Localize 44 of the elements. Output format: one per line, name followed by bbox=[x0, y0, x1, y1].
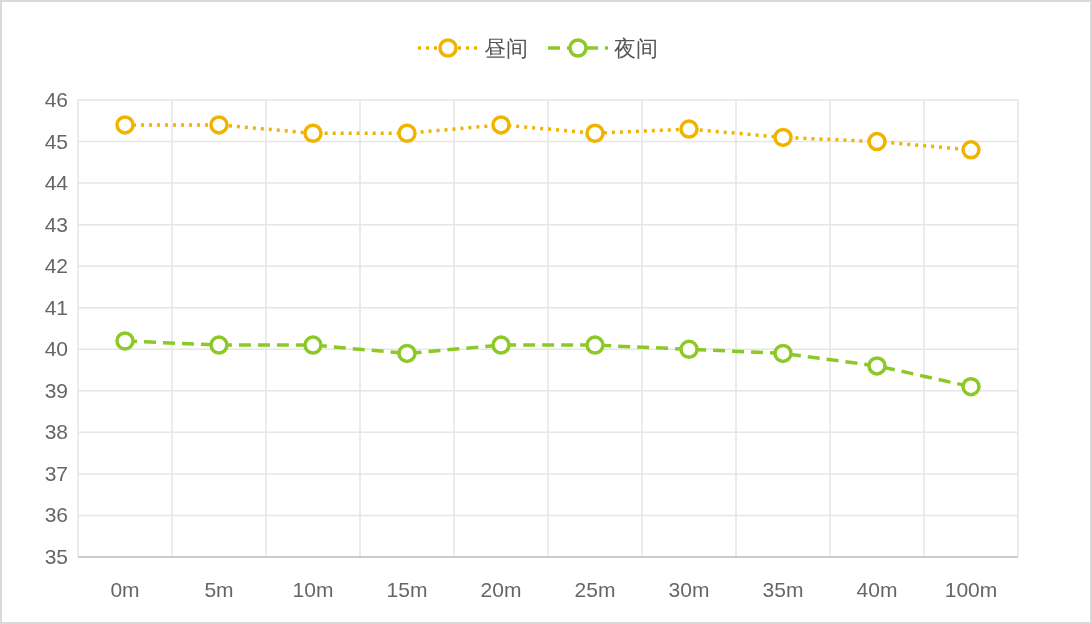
legend-label: 昼间 bbox=[484, 36, 528, 61]
x-tick-label: 25m bbox=[574, 578, 616, 601]
x-tick-label: 20m bbox=[480, 578, 522, 601]
point bbox=[585, 335, 605, 355]
point bbox=[209, 115, 229, 135]
point bbox=[961, 140, 981, 160]
y-tick-label: 40 bbox=[44, 337, 68, 361]
y-tick-label: 39 bbox=[44, 378, 68, 402]
point bbox=[397, 343, 417, 364]
point bbox=[867, 131, 887, 152]
point bbox=[961, 376, 981, 397]
legend-label: 夜间 bbox=[614, 36, 658, 61]
point bbox=[585, 123, 605, 143]
y-tick-label: 41 bbox=[44, 295, 68, 319]
y-tick-label: 42 bbox=[44, 254, 68, 278]
x-tick-label: 15m bbox=[386, 578, 428, 601]
point bbox=[115, 115, 135, 135]
x-tick-label: 10m bbox=[292, 578, 334, 601]
y-tick-label: 46 bbox=[44, 88, 68, 111]
point bbox=[303, 123, 323, 143]
x-tick-label: 0m bbox=[110, 578, 140, 601]
y-tick-label: 36 bbox=[44, 503, 68, 527]
point bbox=[867, 356, 887, 376]
y-tick-label: 35 bbox=[44, 545, 68, 568]
point bbox=[115, 331, 135, 351]
point bbox=[491, 115, 511, 135]
x-tick-label: 100m bbox=[944, 578, 998, 601]
y-tick-label: 45 bbox=[44, 129, 68, 153]
point bbox=[209, 335, 229, 355]
point bbox=[491, 335, 511, 355]
point bbox=[397, 123, 417, 143]
x-tick-label: 40m bbox=[856, 578, 898, 601]
point bbox=[679, 119, 699, 139]
x-tick-label: 35m bbox=[762, 578, 804, 601]
y-tick-label: 43 bbox=[44, 212, 68, 236]
y-tick-label: 37 bbox=[44, 461, 68, 485]
x-tick-label: 5m bbox=[204, 578, 234, 601]
y-tick-label: 38 bbox=[44, 420, 68, 444]
point bbox=[303, 335, 323, 355]
point bbox=[679, 339, 699, 360]
x-tick-label: 30m bbox=[668, 578, 710, 601]
y-tick-label: 44 bbox=[44, 171, 69, 195]
point bbox=[773, 127, 793, 148]
point bbox=[773, 343, 793, 364]
